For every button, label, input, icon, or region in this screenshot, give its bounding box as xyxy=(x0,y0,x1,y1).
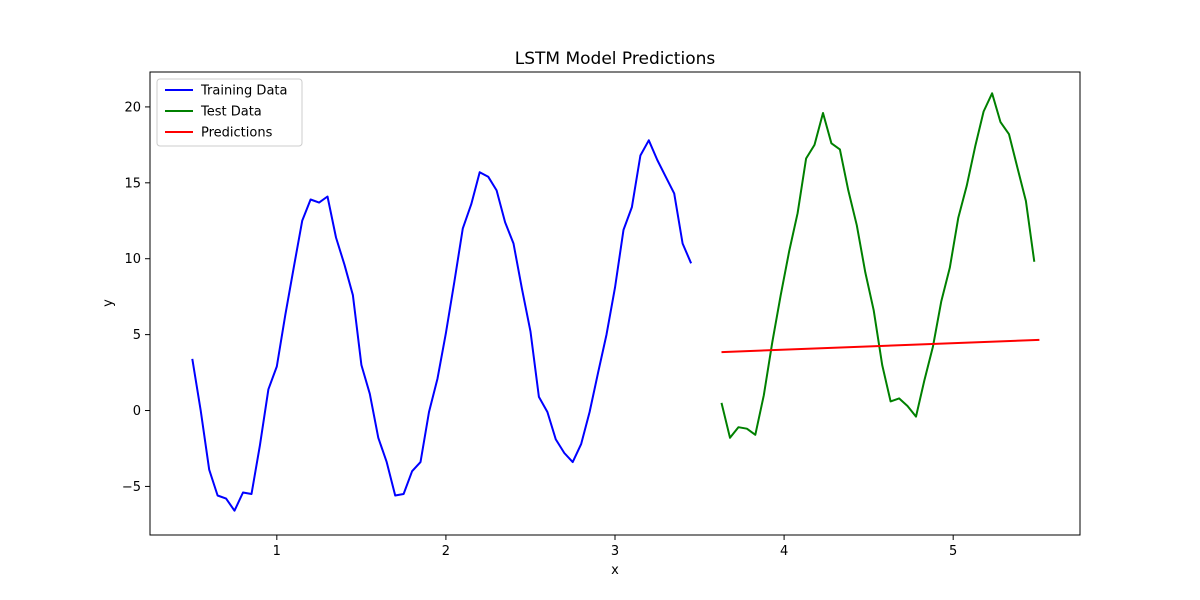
y-tick-label: 5 xyxy=(133,328,141,343)
series-line-predictions xyxy=(721,338,1040,354)
y-tick-label: 15 xyxy=(124,176,141,191)
legend-label: Training Data xyxy=(200,84,287,99)
legend: Training Data Test Data Predictions xyxy=(156,78,303,147)
x-axis-ticks: 1 2 3 4 5 xyxy=(273,535,957,559)
x-tick-label: 1 xyxy=(273,544,281,559)
y-axis-ticks: −5 0 5 10 15 20 xyxy=(122,100,150,495)
legend-box xyxy=(156,78,303,147)
y-tick-label: 0 xyxy=(133,404,141,419)
x-tick-label: 2 xyxy=(442,544,450,559)
legend-label: Predictions xyxy=(201,126,273,141)
x-tick-label: 4 xyxy=(780,544,788,559)
y-axis-label: y xyxy=(101,299,116,307)
x-axis-label: x xyxy=(611,563,619,578)
chart-title: LSTM Model Predictions xyxy=(515,49,716,69)
x-tick-label: 5 xyxy=(949,544,957,559)
x-tick-label: 3 xyxy=(611,544,619,559)
y-tick-label: 20 xyxy=(124,100,141,115)
plot-lines xyxy=(191,92,1040,512)
y-tick-label: 10 xyxy=(124,252,141,267)
legend-label: Test Data xyxy=(200,105,262,120)
series-line-training-data xyxy=(191,139,693,512)
y-tick-label: −5 xyxy=(122,480,141,495)
series-line-test-data xyxy=(720,92,1036,439)
